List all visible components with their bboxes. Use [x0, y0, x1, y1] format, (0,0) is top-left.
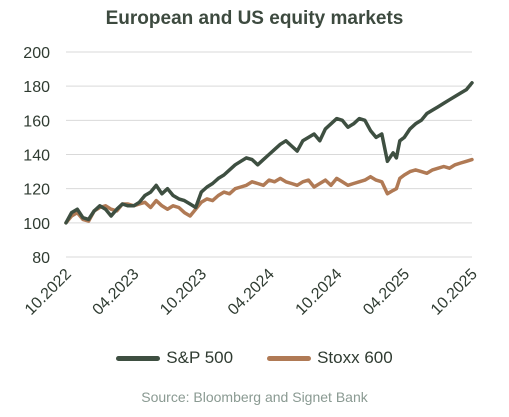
x-tick-label: 04.2023	[90, 266, 143, 319]
legend-swatch-stoxx600	[267, 355, 312, 361]
y-tick-label: 160	[23, 113, 50, 130]
x-tick-label: 04.2025	[360, 266, 413, 319]
series-line-stoxx600	[64, 157, 474, 225]
x-tick-label: 10.2025	[428, 266, 481, 319]
x-tick-label: 10.2022	[22, 266, 75, 319]
series-lines	[64, 81, 474, 225]
y-axis-tick-labels: 80 100 120 140 160 180 200	[23, 45, 50, 267]
x-tick-label: 10.2024	[293, 266, 346, 319]
legend-label-stoxx600: Stoxx 600	[317, 348, 393, 367]
y-tick-label: 120	[23, 182, 50, 199]
y-tick-label: 100	[23, 216, 50, 233]
legend-item-stoxx600: Stoxx 600	[267, 348, 393, 368]
series-line-sp500	[64, 81, 474, 225]
y-tick-label: 80	[32, 250, 50, 267]
y-tick-label: 140	[23, 148, 50, 165]
legend-item-sp500: S&P 500	[116, 348, 233, 368]
x-tick-label: 04.2024	[225, 266, 278, 319]
source-note: Source: Bloomberg and Signet Bank	[141, 389, 368, 405]
y-tick-label: 180	[23, 79, 50, 96]
legend-label-sp500: S&P 500	[166, 348, 234, 367]
x-axis-tick-labels: 10.2022 04.2023 10.2023 04.2024 10.2024 04.20…	[22, 266, 481, 319]
y-tick-label: 200	[23, 45, 50, 62]
legend: S&P 500 Stoxx 600	[0, 348, 509, 368]
x-tick-label: 10.2023	[157, 266, 210, 319]
chart-title: European and US equity markets	[105, 8, 404, 29]
legend-swatch-sp500	[116, 355, 161, 361]
